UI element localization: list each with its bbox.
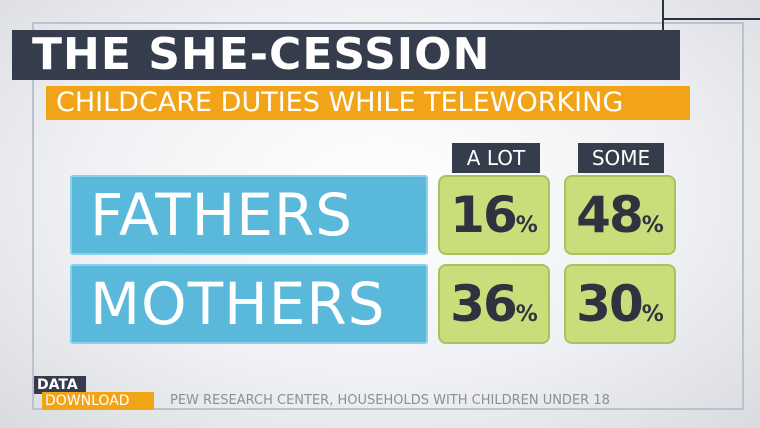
cell-mothers-a-lot: 36%	[438, 264, 550, 344]
graphic-frame	[32, 22, 744, 410]
cell-fathers-some: 48%	[564, 175, 676, 255]
row-label-fathers: FATHERS	[70, 175, 428, 255]
value-fathers-a-lot: 16	[450, 186, 518, 244]
unit-mothers-some: %	[641, 302, 664, 327]
column-header-a-lot: A LOT	[452, 143, 540, 173]
cell-fathers-a-lot: 16%	[438, 175, 550, 255]
unit-mothers-a-lot: %	[515, 302, 538, 327]
chart-subtitle: CHILDCARE DUTIES WHILE TELEWORKING	[46, 86, 690, 120]
logo-data: DATA	[34, 376, 86, 394]
chart-title: THE SHE-CESSION	[12, 30, 680, 80]
column-header-some: SOME	[578, 143, 664, 173]
value-mothers-some: 30	[576, 275, 644, 333]
unit-fathers-some: %	[641, 213, 664, 238]
row-label-mothers: MOTHERS	[70, 264, 428, 344]
source-note: PEW RESEARCH CENTER, HOUSEHOLDS WITH CHI…	[170, 393, 610, 408]
corner-accent-horizontal	[662, 18, 760, 20]
cell-mothers-some: 30%	[564, 264, 676, 344]
unit-fathers-a-lot: %	[515, 213, 538, 238]
value-mothers-a-lot: 36	[450, 275, 518, 333]
logo-download: DOWNLOAD	[42, 392, 154, 410]
value-fathers-some: 48	[576, 186, 644, 244]
